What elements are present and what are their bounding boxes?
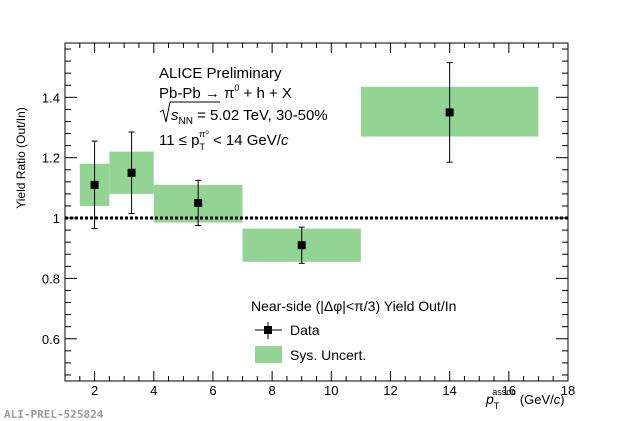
legend-data-entry: Data [255,322,320,339]
data-point-2 [127,168,136,177]
x-tick-label: 16 [502,383,516,398]
legend-sys-swatch [255,346,282,363]
x-tick-label: 14 [442,383,456,398]
legend-marker-icon [264,326,272,334]
svg-text:sNN = 5.02 TeV, 30-50%: sNN = 5.02 TeV, 30-50% [171,107,328,127]
data-point-1 [90,180,99,189]
x-tick-label: 4 [150,383,157,398]
x-tick-label: 12 [383,383,397,398]
x-tick-label: 8 [269,383,276,398]
y-tick-label: 1 [53,211,60,226]
y-tick-label: 1.2 [42,151,60,166]
x-tick-label: 6 [209,383,216,398]
x-tick-label: 10 [324,383,338,398]
legend-title: Near-side (|Δφ|<π/3) Yield Out/In [251,298,456,314]
data-point-4 [297,241,306,250]
y-axis-label: Yield Ratio (Out/In) [14,107,28,209]
watermark: ALI-PREL-525824 [4,408,104,421]
collision-label: Pb-Pb → π0 + h + X [159,83,292,102]
y-tick-label: 0.6 [42,332,60,347]
collaboration-label: ALICE Preliminary [159,65,282,82]
y-tick-label: 0.8 [42,271,60,286]
x-axis-label: pTassoc (GeV/c) [485,387,565,411]
x-tick-label: 18 [561,383,575,398]
legend-sys-label: Sys. Uncert. [290,347,366,363]
data-point-3 [194,198,203,207]
pt-range-label: 11 ≤ pTπ⁰ < 14 GeV/c [159,129,289,152]
legend: Near-side (|Δφ|<π/3) Yield Out/In Data S… [251,298,456,363]
data-point-5 [445,108,454,117]
annotation-block: ALICE Preliminary Pb-Pb → π0 + h + X sNN… [159,65,328,152]
y-tick-label: 1.4 [42,90,60,105]
legend-data-label: Data [290,322,320,338]
x-tick-label: 2 [91,383,98,398]
legend-sys-entry: Sys. Uncert. [255,346,366,363]
energy-label: sNN = 5.02 TeV, 30-50% [159,101,328,127]
